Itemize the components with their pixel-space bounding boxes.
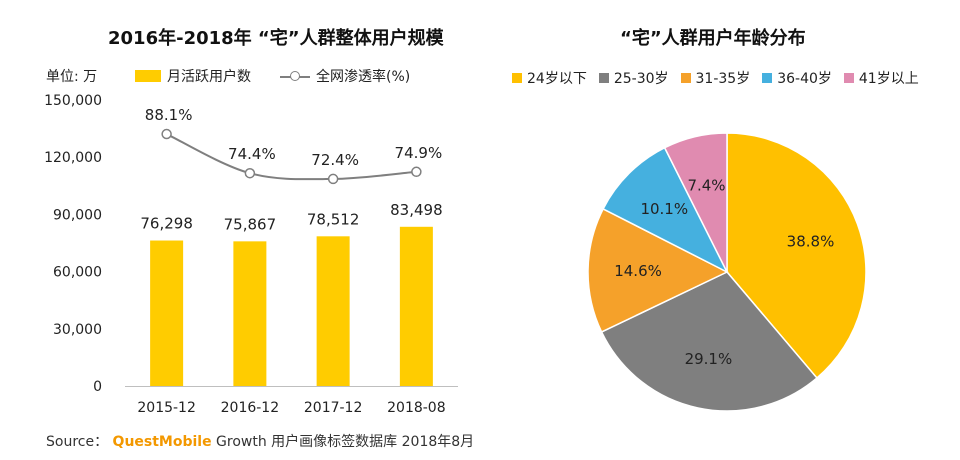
- bar-value-label: 78,512: [307, 210, 360, 228]
- penetration-point: [244, 167, 256, 179]
- bar: [233, 241, 267, 386]
- y-tick-label: 150,000: [44, 93, 102, 109]
- x-tick-label: 2017-12: [304, 400, 363, 416]
- penetration-label: 74.9%: [395, 144, 443, 162]
- unit-label: 单位: 万: [46, 69, 98, 85]
- bar: [316, 236, 350, 386]
- penetration-point: [327, 173, 339, 185]
- pie-legend-swatch: [512, 73, 522, 83]
- penetration-label: 74.4%: [228, 145, 276, 163]
- penetration-label: 72.4%: [311, 151, 359, 169]
- pie-slice-label: 29.1%: [685, 350, 733, 368]
- y-tick-label: 90,000: [53, 207, 102, 223]
- bar-value-label: 76,298: [140, 215, 193, 233]
- pie-legend-label: 41岁以上: [858, 71, 919, 87]
- pie-slice: [587, 207, 729, 333]
- penetration-point: [161, 128, 172, 140]
- bar-value-label: 75,867: [224, 215, 277, 233]
- pie-legend: 24岁以下 25-30岁 31-35岁 36-40岁 41岁以上: [512, 68, 919, 88]
- bar: [399, 226, 433, 386]
- pie-slice-label: 38.8%: [787, 232, 835, 250]
- penetration-point: [411, 166, 422, 178]
- pie-legend-swatch: [762, 73, 773, 83]
- pie-legend-item: 31-35岁: [680, 68, 751, 88]
- y-tick-label: 0: [93, 379, 102, 395]
- pie-legend-label: 36-40岁: [777, 71, 832, 87]
- pie-slice: [602, 146, 729, 274]
- pie-legend-swatch: [843, 73, 854, 83]
- y-tick-label: 60,000: [53, 265, 102, 281]
- pie-legend-item: 41岁以上: [843, 68, 919, 88]
- bar: [150, 240, 184, 386]
- pie-legend-item: 24岁以下: [512, 68, 587, 88]
- pie-slice: [726, 132, 867, 380]
- x-tick-label: 2018-08: [387, 400, 446, 416]
- pie-legend-item: 36-40岁: [762, 68, 832, 88]
- legend-bar-label: 月活跃用户数: [167, 69, 251, 85]
- source-prefix: Source：: [46, 434, 109, 450]
- pie-legend-label: 31-35岁: [695, 71, 751, 87]
- bar-value-label: 83,498: [390, 201, 443, 219]
- x-tick-label: 2015-12: [137, 400, 196, 416]
- pie-slice-label: 7.4%: [687, 176, 725, 194]
- pie-slice: [663, 132, 728, 273]
- y-tick-label: 120,000: [44, 150, 102, 166]
- x-tick-label: 2016-12: [221, 400, 280, 416]
- y-tick-label: 30,000: [53, 322, 102, 338]
- pie-chart-title: “宅”人群用户年龄分布: [620, 28, 806, 49]
- pie-legend-swatch: [598, 73, 609, 83]
- legend-bar-swatch: [135, 70, 161, 82]
- source-brand: QuestMobile: [112, 434, 212, 450]
- pie-legend-label: 24岁以下: [527, 71, 587, 87]
- pie-slice-label: 10.1%: [640, 200, 688, 218]
- penetration-label: 88.1%: [145, 106, 193, 124]
- pie-legend-item: 25-30岁: [598, 68, 669, 88]
- penetration-line: [166, 133, 417, 181]
- pie-slice-label: 14.6%: [614, 262, 662, 280]
- pie-legend-label: 25-30岁: [613, 71, 669, 87]
- bar-chart-title: 2016年-2018年 “宅”人群整体用户规模: [108, 28, 444, 49]
- legend-bar-item: 月活跃用户数: [135, 66, 251, 86]
- legend-line-label: 全网渗透率(%): [316, 69, 411, 85]
- legend-line-swatch: [280, 70, 310, 82]
- source-note: Source： QuestMobile Growth 用户画像标签数据库 201…: [46, 431, 474, 451]
- legend-line-item: 全网渗透率(%): [280, 66, 410, 86]
- source-suffix: Growth 用户画像标签数据库 2018年8月: [211, 434, 475, 450]
- pie-legend-swatch: [680, 73, 691, 83]
